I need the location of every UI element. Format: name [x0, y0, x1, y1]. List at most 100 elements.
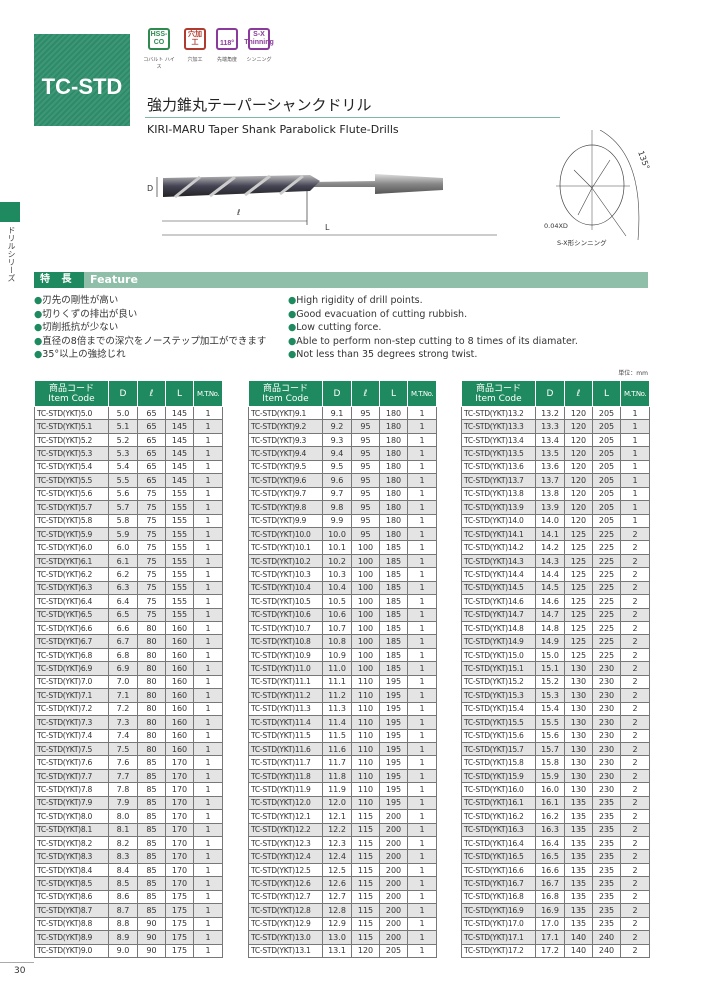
overall-length: 205 [379, 943, 408, 958]
overall-length: 170 [165, 809, 194, 824]
morse-taper-no: 1 [407, 741, 437, 757]
diameter: 12.0 [322, 795, 352, 811]
overall-length: 145 [165, 432, 194, 448]
icon-caption: コバルト ハイス [143, 57, 175, 70]
diameter: 14.5 [535, 580, 565, 596]
overall-length: 235 [592, 822, 621, 838]
overall-length: 145 [165, 473, 194, 488]
item-code: TC-STD(YKT)11.3 [248, 701, 323, 717]
diameter: 8.4 [108, 862, 138, 878]
table-row: TC-STD(YKT)7.1 7.1 80 160 1 [34, 688, 223, 703]
flute-length: 115 [351, 930, 380, 945]
table-row: TC-STD(YKT)7.4 7.4 80 160 1 [34, 728, 223, 743]
feature-label-jp: 特 長 [34, 272, 84, 288]
feature-item: 直径の8倍までの深穴をノーステップ加工ができます [34, 335, 266, 349]
morse-taper-no: 1 [407, 809, 437, 824]
page-rule [0, 962, 34, 963]
item-code: TC-STD(YKT)6.8 [34, 647, 109, 663]
overall-length: 160 [165, 620, 194, 636]
overall-length: 195 [379, 674, 408, 690]
morse-taper-no: 1 [620, 419, 650, 434]
overall-length: 155 [165, 580, 194, 596]
table-row: TC-STD(YKT)14.6 14.6 125 225 2 [461, 594, 650, 609]
diameter: 7.7 [108, 768, 138, 784]
table-row: TC-STD(YKT)12.6 12.6 115 200 1 [248, 876, 437, 891]
morse-taper-no: 1 [193, 835, 223, 851]
flute-length: 115 [351, 916, 380, 932]
morse-taper-no: 1 [193, 943, 223, 958]
item-code: TC-STD(YKT)10.5 [248, 594, 323, 609]
morse-taper-no: 2 [620, 540, 650, 555]
item-code: TC-STD(YKT)15.9 [461, 768, 536, 784]
flute-length: 85 [137, 755, 166, 770]
diameter: 11.3 [322, 701, 352, 717]
flute-length: 80 [137, 634, 166, 649]
morse-taper-no: 2 [620, 903, 650, 918]
morse-taper-no: 1 [193, 526, 223, 542]
table-row: TC-STD(YKT)11.9 11.9 110 195 1 [248, 782, 437, 797]
flute-length: 135 [564, 795, 593, 811]
overall-length: 235 [592, 795, 621, 811]
item-code: TC-STD(YKT)7.8 [34, 782, 109, 797]
item-code: TC-STD(YKT)6.4 [34, 594, 109, 609]
overall-length: 195 [379, 728, 408, 743]
flute-length: 125 [564, 620, 593, 636]
flute-length: 110 [351, 701, 380, 717]
overall-length: 230 [592, 674, 621, 690]
item-code: TC-STD(YKT)9.7 [248, 486, 323, 502]
flute-length: 120 [351, 943, 380, 958]
table-row: TC-STD(YKT)9.2 9.2 95 180 1 [248, 419, 437, 434]
overall-length: 200 [379, 889, 408, 905]
table-row: TC-STD(YKT)13.4 13.4 120 205 1 [461, 432, 650, 448]
flute-length: 75 [137, 526, 166, 542]
diameter: 6.4 [108, 594, 138, 609]
item-code: TC-STD(YKT)13.1 [248, 943, 323, 958]
overall-length: 235 [592, 862, 621, 878]
dim-D: D [147, 184, 153, 193]
diameter: 15.2 [535, 674, 565, 690]
feature-item: 切削抵抗が少ない [34, 321, 266, 335]
diameter: 7.3 [108, 715, 138, 730]
morse-taper-no: 1 [193, 647, 223, 663]
item-code: TC-STD(YKT)16.2 [461, 809, 536, 824]
flute-length: 120 [564, 500, 593, 515]
header-mt: M.T.No. [407, 380, 437, 407]
overall-length: 225 [592, 607, 621, 623]
diameter: 9.9 [322, 513, 352, 528]
item-code: TC-STD(YKT)7.5 [34, 741, 109, 757]
morse-taper-no: 2 [620, 701, 650, 717]
morse-taper-no: 1 [407, 513, 437, 528]
item-code: TC-STD(YKT)10.2 [248, 553, 323, 569]
table-row: TC-STD(YKT)9.7 9.7 95 180 1 [248, 486, 437, 502]
diameter: 7.6 [108, 755, 138, 770]
table-row: TC-STD(YKT)17.0 17.0 135 235 2 [461, 916, 650, 932]
overall-length: 155 [165, 553, 194, 569]
table-row: TC-STD(YKT)15.6 15.6 130 230 2 [461, 728, 650, 743]
table-row: TC-STD(YKT)6.6 6.6 80 160 1 [34, 620, 223, 636]
diameter: 6.1 [108, 553, 138, 569]
flute-length: 110 [351, 728, 380, 743]
overall-length: 200 [379, 916, 408, 932]
diameter: 8.7 [108, 903, 138, 918]
flute-length: 110 [351, 674, 380, 690]
overall-length: 160 [165, 674, 194, 690]
diameter: 7.2 [108, 701, 138, 717]
diameter: 15.0 [535, 647, 565, 663]
item-code: TC-STD(YKT)16.6 [461, 862, 536, 878]
morse-taper-no: 1 [407, 916, 437, 932]
item-code: TC-STD(YKT)11.0 [248, 661, 323, 676]
table-row: TC-STD(YKT)8.7 8.7 85 175 1 [34, 903, 223, 918]
feature-item: Good evacuation of cutting rubbish. [288, 308, 578, 322]
table-row: TC-STD(YKT)9.3 9.3 95 180 1 [248, 432, 437, 448]
overall-length: 170 [165, 795, 194, 811]
item-code: TC-STD(YKT)11.6 [248, 741, 323, 757]
flute-length: 110 [351, 768, 380, 784]
overall-length: 235 [592, 916, 621, 932]
morse-taper-no: 1 [407, 405, 437, 421]
diameter: 17.2 [535, 943, 565, 958]
morse-taper-no: 1 [407, 553, 437, 569]
flute-length: 115 [351, 903, 380, 918]
table-row: TC-STD(YKT)15.3 15.3 130 230 2 [461, 688, 650, 703]
